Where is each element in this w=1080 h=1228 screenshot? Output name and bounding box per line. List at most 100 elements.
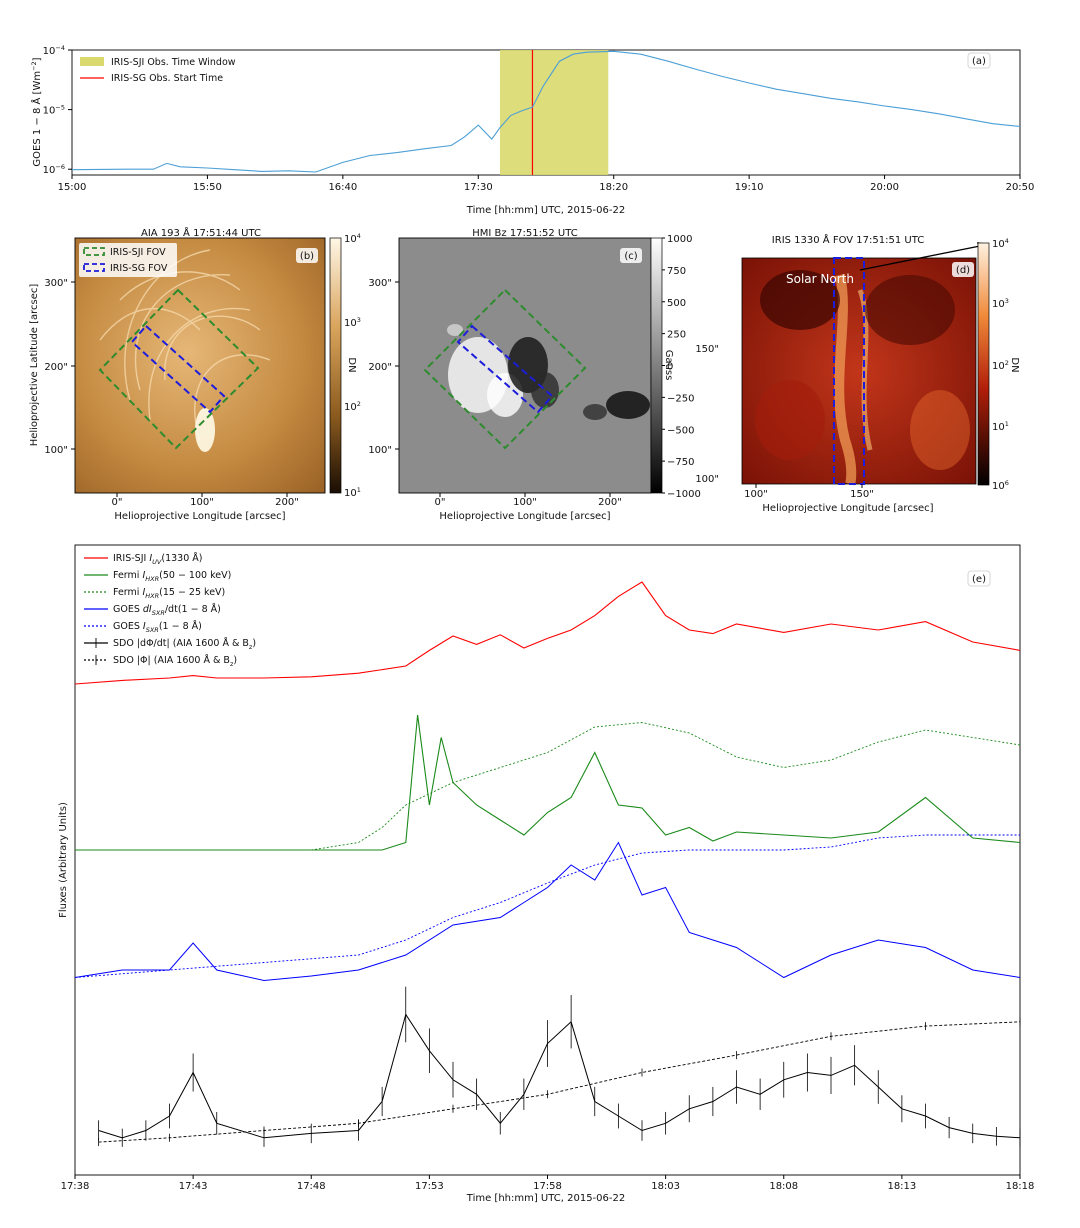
panel-d-tag-box [952, 262, 974, 277]
tick-label: 0" [112, 497, 123, 508]
legend-swatch-sji [83, 247, 105, 256]
series-line-5 [98, 1013, 1021, 1139]
panel-b-yticks: 100" 200" 300" [44, 278, 75, 456]
xtick-label: 17:38 [61, 1181, 90, 1192]
panel-d-title: IRIS 1330 Å FOV 17:51:51 UTC [772, 233, 924, 246]
legend-label: Fermi IHXR(15 − 25 keV) [113, 587, 225, 600]
panel-b-tag: (b) [300, 251, 314, 262]
panel-b-cbar-ticks: 104 103 102 101 [344, 232, 361, 499]
xtick-label: 17:58 [533, 1181, 562, 1192]
xtick-label: 17:53 [415, 1181, 444, 1192]
xtick-label: 16:40 [328, 182, 357, 193]
sji-fov-box-c [423, 288, 587, 450]
xtick-label: 15:00 [58, 182, 87, 193]
panel-e-ylabel: Fluxes (Arbitrary Units) [58, 802, 69, 918]
series-line-6 [98, 1021, 1021, 1143]
panel-e-curves [74, 581, 1021, 1147]
panel-d-cbar-label: DN [1009, 357, 1020, 372]
sji-fov-box [98, 288, 260, 450]
series-line-4 [74, 834, 1020, 978]
cbar-tick-label: −750 [667, 457, 694, 468]
panel-e-xticks: 17:38 17:43 17:48 17:53 17:58 18:03 18:08 18:13… [61, 1175, 1034, 1192]
cbar-tick: 101 [344, 486, 361, 499]
hmi-polarity-patches [447, 324, 650, 420]
cbar-tick-label: 1000 [667, 234, 692, 245]
tick-label: 300" [368, 278, 392, 289]
panel-d-tag: (d) [956, 265, 970, 276]
tick-label: 0" [435, 497, 446, 508]
panel-d-yticks: 100" 150" [695, 344, 719, 485]
panel-a-xticks: 15:00 15:50 16:40 17:30 18:20 19:10 20:00 20:50 [58, 175, 1035, 193]
panel-b-tag-box [296, 248, 318, 263]
tick-label: 100" [695, 474, 719, 485]
xtick-label: 18:03 [651, 1181, 680, 1192]
goes-curve [71, 50, 1021, 173]
aia-image [75, 238, 325, 493]
tick-label: 200" [44, 362, 68, 373]
cbar-tick: 104 [344, 232, 361, 245]
xtick-label: 15:50 [193, 182, 222, 193]
panel-c-colorbar [650, 237, 663, 494]
series-line-0 [74, 581, 1021, 685]
tick-label: 150" [695, 344, 719, 355]
panel-c-tag-box [620, 248, 642, 263]
ytick-label: 10−5 [43, 104, 65, 117]
cbar-tick: 104 [992, 237, 1009, 250]
xtick-label: 20:00 [870, 182, 899, 193]
panel-c-xticks: 0" 100" 200" [435, 493, 622, 508]
panel-b: AIA 193 Å 17:51:44 UTC IRIS-SJI FOV IRIS… [29, 226, 361, 522]
cbar-tick-label: 0 [667, 362, 673, 373]
tick-label: 200" [598, 497, 622, 508]
cbar-tick: 106 [992, 479, 1009, 492]
legend-label: IRIS-SJI IUV(1330 Å) [113, 552, 202, 566]
panel-c-yticks: 100" 200" 300" [368, 278, 399, 456]
panel-c: HMI Bz 17:51:52 UTC (c) 0" 100" 200" 100… [368, 228, 701, 522]
panel-d-xlabel: Helioprojective Longitude [arcsec] [762, 503, 933, 514]
panel-e: 17:38 17:43 17:48 17:53 17:58 18:03 18:08 18:13… [58, 544, 1034, 1204]
cbar-tick: 101 [992, 420, 1009, 433]
panel-e-tag-box [967, 570, 991, 587]
xtick-label: 20:50 [1006, 182, 1035, 193]
xtick-label: 17:48 [297, 1181, 326, 1192]
panel-b-xlabel: Helioprojective Longitude [arcsec] [114, 511, 285, 522]
tick-label: 200" [275, 497, 299, 508]
panel-a-legend: IRIS-SJI Obs. Time Window IRIS-SG Obs. S… [80, 57, 236, 84]
tick-label: 200" [368, 362, 392, 373]
legend-label: SDO |dΦ/dt| (AIA 1600 Å & Bz) [113, 637, 256, 651]
panel-a-tag-box [967, 52, 991, 69]
panel-b-ylabel: Helioprojective Latitude [arcsec] [29, 284, 40, 447]
cbar-tick: 102 [992, 359, 1009, 372]
panel-e-tag: (e) [972, 574, 986, 585]
panel-a-ylabel: GOES 1 − 8 Å [Wm−2] [30, 57, 43, 166]
ytick-label: 10−4 [43, 44, 65, 57]
panel-d-cbar-ticks: 104 103 102 101 106 [992, 237, 1009, 492]
xtick-label: 18:20 [599, 182, 628, 193]
panel-a-yticks: 10−6 10−5 10−4 [43, 44, 72, 176]
panel-d: IRIS 1330 Å FOV 17:51:51 UTC Solar North… [695, 233, 1020, 514]
legend-label: SDO |Φ| (AIA 1600 Å & Bz) [113, 654, 237, 668]
cbar-tick-label: 750 [667, 266, 686, 277]
panel-c-cbar-ticks: 1000 750 500 250 0 −250 −500 −750 −1000 [662, 234, 701, 500]
legend-label: Fermi IHXR(50 − 100 keV) [113, 570, 231, 583]
tick-label: 300" [44, 278, 68, 289]
tick-label: 100" [44, 445, 68, 456]
legend-label: GOES dISXR/dt(1 − 8 Å) [113, 603, 221, 617]
panel-b-cbar-label: DN [346, 357, 357, 372]
panel-e-legend: IRIS-SJI IUV(1330 Å) Fermi IHXR(50 − 100 … [79, 549, 267, 675]
panel-a: 10−6 10−5 10−4 15:00 15:50 16:40 17:30 18:20 19… [30, 44, 1034, 216]
sg-fov-box [130, 324, 226, 414]
goes-flux-line [71, 50, 1021, 173]
cbar-tick: 103 [344, 316, 361, 329]
panel-b-colorbar [329, 237, 342, 494]
legend-box [79, 549, 267, 675]
cbar-tick: 102 [344, 400, 361, 413]
xtick-label: 17:30 [464, 182, 493, 193]
panel-a-tag: (a) [972, 56, 986, 67]
legend-swatch-sg-fov [83, 263, 105, 272]
cbar-tick-label: 500 [667, 298, 686, 309]
sg-fov-box-c [456, 324, 554, 414]
cbar-tick: 103 [992, 297, 1009, 310]
cbar-tick-label: −250 [667, 393, 694, 404]
panel-b-title: AIA 193 Å 17:51:44 UTC [141, 226, 261, 239]
